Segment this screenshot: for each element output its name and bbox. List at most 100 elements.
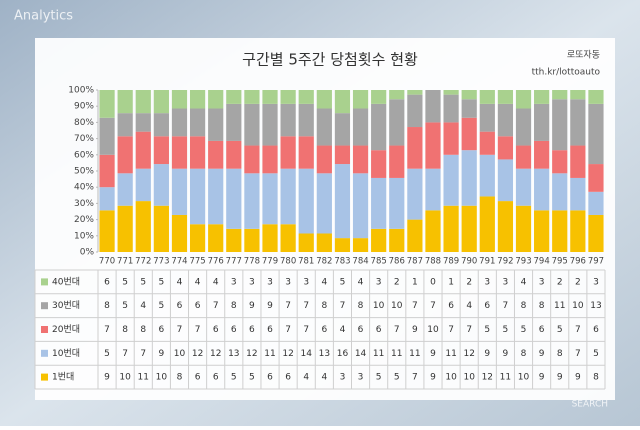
table-value: 3 — [484, 277, 490, 287]
table-value: 4 — [466, 301, 472, 311]
bar-segment — [208, 90, 224, 109]
bar-segment — [371, 177, 387, 229]
y-tick-label: 100% — [68, 86, 94, 96]
table-value: 11 — [554, 301, 565, 311]
bar-segment — [588, 191, 604, 215]
bar-segment — [208, 168, 224, 225]
table-value: 10 — [427, 325, 439, 335]
table-value: 3 — [593, 277, 599, 287]
bar-segment — [189, 224, 206, 252]
table-value: 11 — [373, 349, 384, 359]
bar-segment — [316, 108, 332, 146]
bar-segment — [189, 90, 206, 109]
bar-segment — [534, 90, 550, 104]
table-value: 3 — [303, 277, 309, 287]
table-value: 1 — [448, 277, 454, 287]
bar-segment — [389, 90, 405, 100]
bar-segment — [298, 90, 314, 104]
source-url: tth.kr/lottoauto — [532, 68, 601, 78]
table-value: 2 — [394, 277, 400, 287]
table-value: 7 — [213, 301, 219, 311]
table-value: 9 — [575, 373, 581, 383]
table-value: 12 — [210, 349, 221, 359]
table-value: 5 — [503, 325, 509, 335]
table-value: 3 — [267, 277, 273, 287]
table-value: 6 — [358, 325, 364, 335]
table-value: 4 — [358, 277, 364, 287]
table-value: 5 — [521, 325, 527, 335]
bar-segment — [570, 90, 586, 100]
table-value: 7 — [503, 301, 509, 311]
bar-segment — [280, 90, 296, 104]
bar-segment — [534, 140, 550, 169]
table-value: 10 — [373, 301, 385, 311]
table-value: 8 — [104, 301, 110, 311]
bar-segment — [189, 136, 206, 169]
table-value: 9 — [484, 349, 490, 359]
bar-segment — [171, 136, 188, 169]
y-tick-label: 60% — [74, 150, 94, 160]
bar-segment — [425, 90, 441, 123]
bar-segment — [244, 228, 260, 252]
table-value: 8 — [231, 301, 237, 311]
bar-segment — [135, 113, 151, 132]
bar-segment — [280, 224, 296, 252]
table-value: 9 — [267, 301, 273, 311]
bar-segment — [298, 233, 314, 252]
bar-segment — [334, 238, 351, 252]
table-value: 9 — [412, 325, 418, 335]
bar-segment — [117, 173, 133, 206]
bar-segment — [461, 99, 477, 118]
table-value: 7 — [177, 325, 183, 335]
y-tick-label: 10% — [74, 231, 94, 241]
table-value: 8 — [521, 301, 527, 311]
bar-segment — [552, 173, 568, 211]
bar-segment — [515, 108, 532, 146]
bar-segment — [371, 103, 387, 151]
bar-segment — [334, 164, 351, 239]
table-value: 5 — [140, 277, 146, 287]
table-value: 7 — [285, 301, 291, 311]
table-value: 6 — [177, 301, 183, 311]
bar-segment — [226, 90, 242, 104]
table-value: 5 — [159, 277, 165, 287]
table-value: 6 — [448, 301, 454, 311]
bar-segment — [262, 145, 278, 174]
table-value: 13 — [319, 349, 330, 359]
x-tick-label: 793 — [515, 257, 531, 267]
table-value: 5 — [104, 349, 110, 359]
table-value: 7 — [430, 301, 436, 311]
bar-segment — [262, 173, 278, 225]
table-value: 3 — [376, 277, 382, 287]
table-value: 5 — [231, 373, 237, 383]
table-value: 3 — [285, 277, 291, 287]
bar-segment — [552, 210, 568, 252]
source-name: 로또자동 — [567, 50, 600, 61]
table-value: 4 — [140, 301, 146, 311]
bar-segment — [461, 90, 477, 100]
bar-segment — [226, 168, 242, 229]
bar-segment — [534, 103, 550, 141]
bar-segment — [117, 113, 133, 137]
bar-segment — [244, 173, 260, 229]
bar-segment — [371, 150, 387, 178]
bar-segment — [117, 136, 133, 174]
table-value: 6 — [484, 301, 490, 311]
legend-label: 10번대 — [52, 348, 80, 359]
bar-segment — [99, 154, 115, 188]
table-value: 8 — [140, 325, 146, 335]
bar-segment — [497, 103, 514, 137]
bar-segment — [153, 113, 169, 137]
table-value: 7 — [394, 325, 400, 335]
bar-segment — [171, 214, 188, 252]
bar-segment — [316, 90, 332, 109]
legend-label: 20번대 — [52, 324, 80, 335]
y-tick-label: 80% — [74, 118, 94, 128]
table-value: 4 — [177, 277, 183, 287]
bar-segment — [588, 214, 604, 252]
table-value: 9 — [104, 373, 110, 383]
bar-segment — [153, 90, 169, 114]
bar-segment — [334, 113, 351, 146]
table-value: 14 — [301, 349, 313, 359]
table-value: 2 — [466, 277, 472, 287]
